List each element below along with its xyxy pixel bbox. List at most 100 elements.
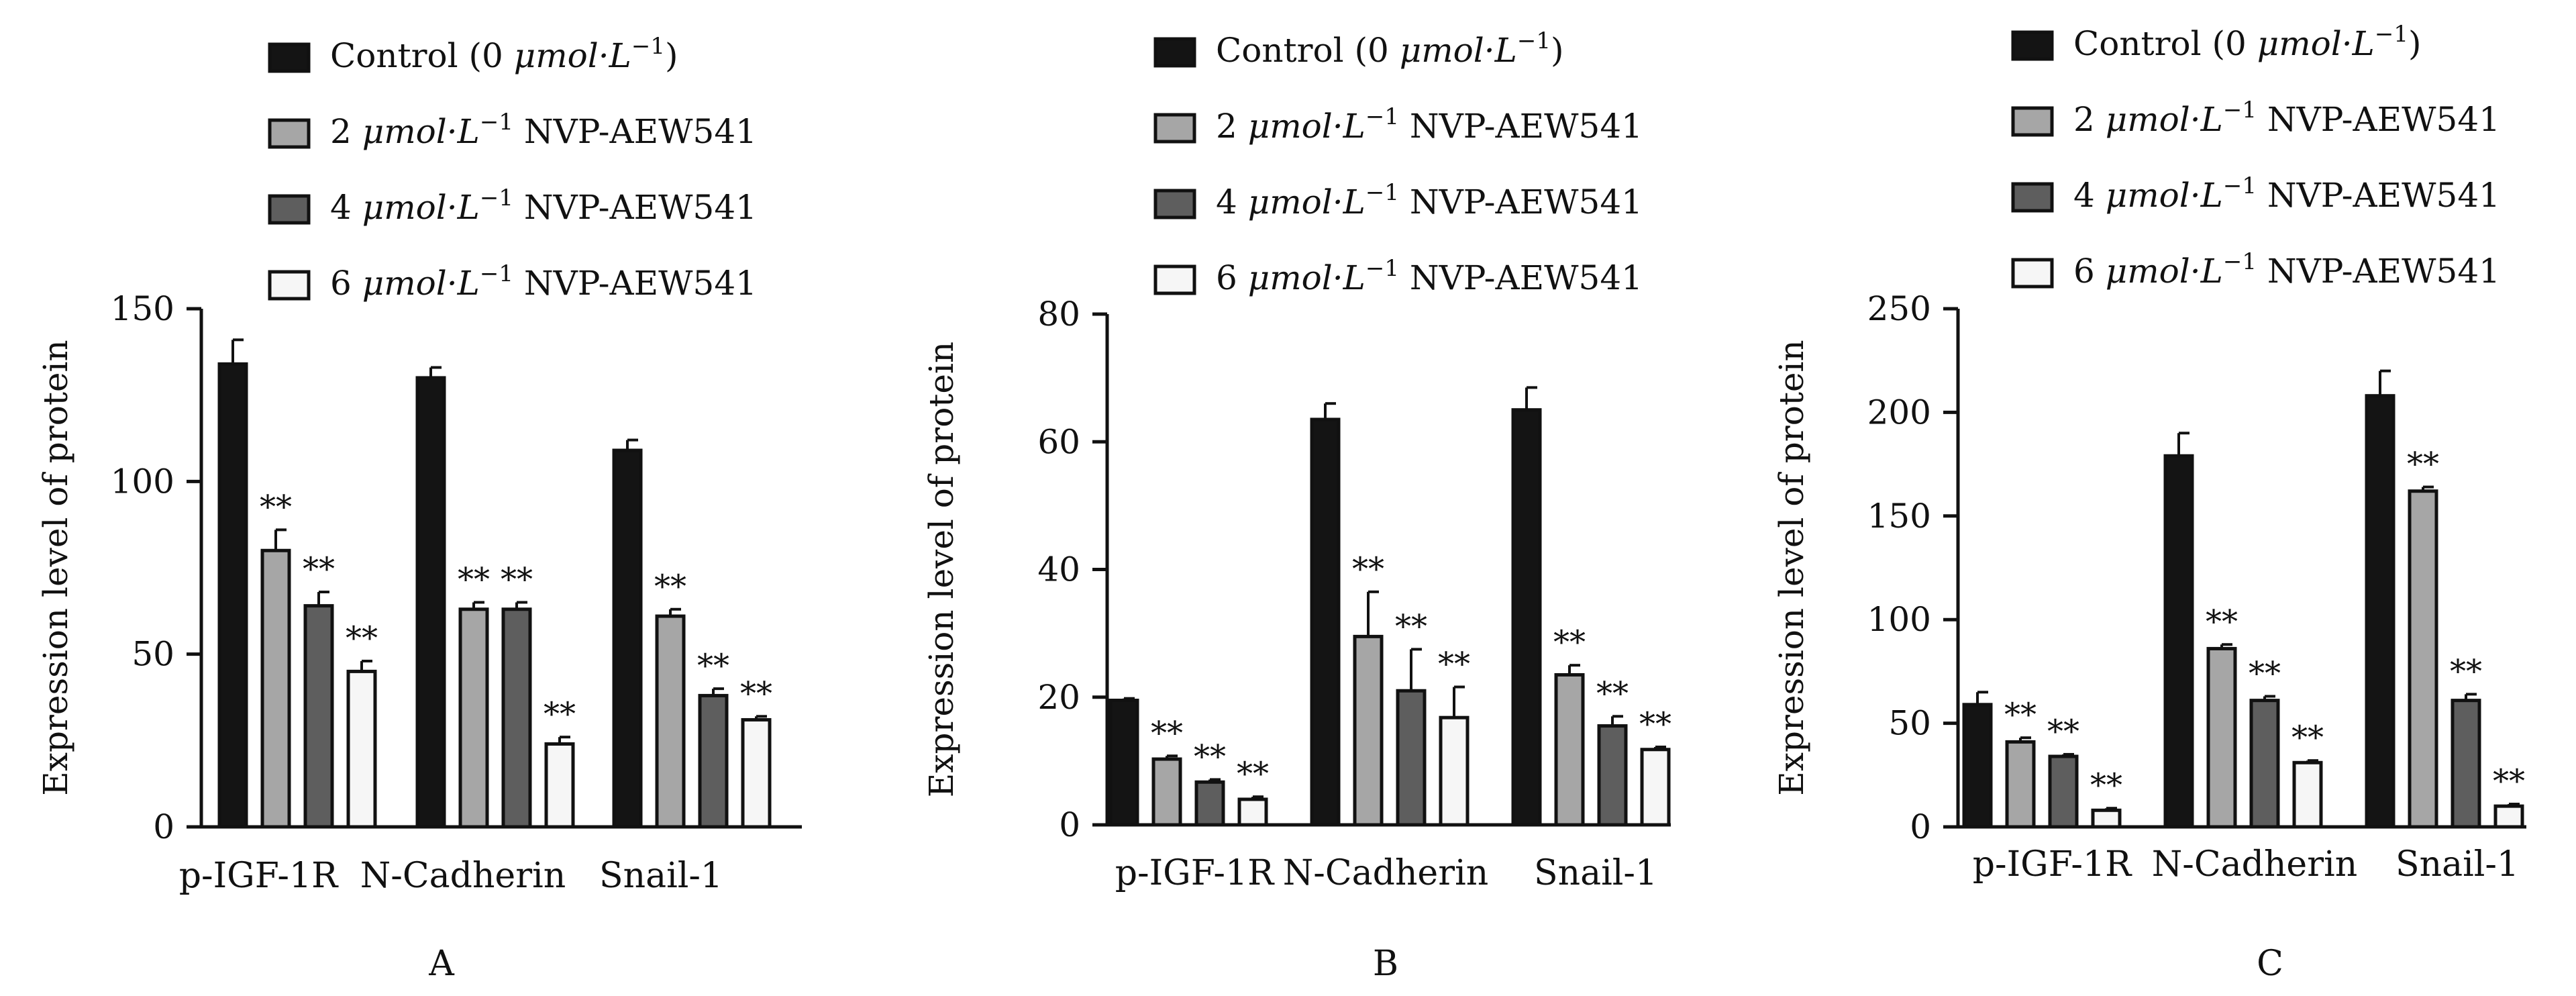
legend-superscript: −1: [480, 260, 513, 287]
legend-swatch: [1153, 113, 1196, 144]
category-label: N-Cadherin: [360, 856, 566, 896]
significance-mark: **: [2004, 696, 2037, 734]
legend-label: 6 μmol·L−1 NVP-AEW541: [330, 260, 757, 303]
legend-unit: μmol·L: [1248, 258, 1366, 297]
legend-text: NVP-AEW541: [1399, 258, 1643, 297]
y-axis-label: Expression level of protein: [36, 340, 75, 795]
legend-text: NVP-AEW541: [513, 188, 757, 227]
bar: [1597, 724, 1628, 827]
significance-mark: **: [2249, 654, 2281, 692]
significance-mark: **: [346, 619, 378, 657]
significance-mark: **: [458, 560, 490, 598]
legend-superscript: −1: [1517, 28, 1551, 54]
legend-text: NVP-AEW541: [513, 264, 757, 303]
y-tick-label: 100: [111, 462, 174, 501]
legend-superscript: −1: [2223, 97, 2257, 123]
category-label: p-IGF-1R: [179, 856, 339, 896]
legend-unit: μmol·L: [362, 264, 480, 303]
legend-label: 2 μmol·L−1 NVP-AEW541: [1216, 103, 1643, 146]
bar: [1511, 408, 1542, 827]
bar: [2091, 808, 2122, 829]
legend-label: 2 μmol·L−1 NVP-AEW541: [2073, 97, 2500, 139]
legend-text: NVP-AEW541: [2257, 252, 2500, 291]
significance-mark: **: [1596, 675, 1629, 712]
legend-text: Control (0: [1216, 31, 1400, 70]
significance-mark: **: [654, 568, 686, 605]
bar: [698, 693, 729, 829]
bar: [458, 607, 489, 829]
significance-mark: **: [2450, 652, 2482, 690]
bar: [501, 607, 532, 829]
legend-text: 2: [330, 112, 362, 151]
legend-swatch: [2011, 30, 2054, 61]
significance-mark: **: [1639, 705, 1671, 743]
legend-text: ): [665, 36, 678, 75]
bar: [2292, 760, 2323, 829]
legend-unit: μmol·L: [1248, 183, 1366, 221]
legend-label: 4 μmol·L−1 NVP-AEW541: [1216, 179, 1643, 221]
significance-mark: **: [2291, 719, 2324, 756]
legend-text: NVP-AEW541: [513, 112, 757, 151]
category-label: Snail-1: [1534, 853, 1657, 893]
legend-superscript: −1: [480, 109, 513, 136]
y-tick-label: 250: [1867, 289, 1931, 328]
bar: [612, 448, 643, 829]
legend-superscript: −1: [1366, 255, 1399, 282]
legend-text: 2: [1216, 107, 1248, 146]
y-tick-label: 50: [132, 635, 174, 674]
bar: [2451, 699, 2481, 829]
panel-b: Control (0 μmol·L−1)2 μmol·L−1 NVP-AEW54…: [922, 28, 1671, 984]
bar: [544, 742, 575, 829]
significance-mark: **: [1151, 714, 1183, 752]
panel-c: Control (0 μmol·L−1)2 μmol·L−1 NVP-AEW54…: [1772, 21, 2526, 984]
legend-text: 4: [1216, 183, 1248, 221]
significance-mark: **: [2206, 603, 2238, 640]
legend-label: Control (0 μmol·L−1): [330, 33, 678, 75]
significance-mark: **: [2407, 446, 2439, 483]
legend-unit: μmol·L: [2106, 100, 2223, 139]
y-tick-label: 60: [1037, 422, 1080, 461]
legend-superscript: −1: [2375, 21, 2408, 48]
bar: [1396, 689, 1427, 827]
y-tick-label: 20: [1037, 678, 1080, 717]
significance-mark: **: [2493, 762, 2525, 800]
legend-text: Control (0: [2073, 24, 2257, 63]
y-tick-label: 40: [1037, 550, 1080, 589]
legend-label: 6 μmol·L−1 NVP-AEW541: [2073, 248, 2500, 291]
bar: [1640, 748, 1671, 827]
legend-text: 2: [2073, 100, 2106, 139]
legend-superscript: −1: [1366, 103, 1399, 130]
bar: [303, 604, 334, 829]
legend-unit: μmol·L: [1248, 107, 1366, 146]
legend-swatch: [268, 42, 311, 73]
bar: [2005, 740, 2036, 829]
legend-superscript: −1: [480, 185, 513, 211]
legend-unit: μmol·L: [1400, 31, 1517, 70]
legend-superscript: −1: [2223, 172, 2257, 199]
significance-mark: **: [1194, 738, 1226, 775]
legend-swatch: [2011, 182, 2054, 213]
panel-a: Control (0 μmol·L−1)2 μmol·L−1 NVP-AEW54…: [36, 33, 802, 984]
y-tick-label: 100: [1867, 600, 1931, 639]
bar: [2048, 754, 2079, 829]
bar: [1554, 673, 1585, 827]
legend-swatch: [1153, 37, 1196, 68]
panel-label: B: [1373, 944, 1398, 984]
legend-unit: μmol·L: [362, 188, 480, 227]
bar: [415, 376, 446, 829]
legend-superscript: −1: [1366, 179, 1399, 206]
category-label: Snail-1: [2395, 844, 2519, 885]
legend-swatch: [1153, 264, 1196, 295]
significance-mark: **: [697, 647, 729, 685]
y-axis-label: Expression level of protein: [922, 342, 961, 797]
y-tick-label: 150: [1867, 497, 1931, 536]
significance-mark: **: [2090, 766, 2122, 804]
significance-mark: **: [740, 675, 772, 712]
bar: [1151, 757, 1182, 827]
legend-swatch: [2011, 258, 2054, 289]
legend-text: NVP-AEW541: [2257, 100, 2500, 139]
legend-text: ): [1551, 31, 1564, 70]
legend-superscript: −1: [2223, 248, 2257, 275]
legend-unit: μmol·L: [2257, 24, 2375, 63]
